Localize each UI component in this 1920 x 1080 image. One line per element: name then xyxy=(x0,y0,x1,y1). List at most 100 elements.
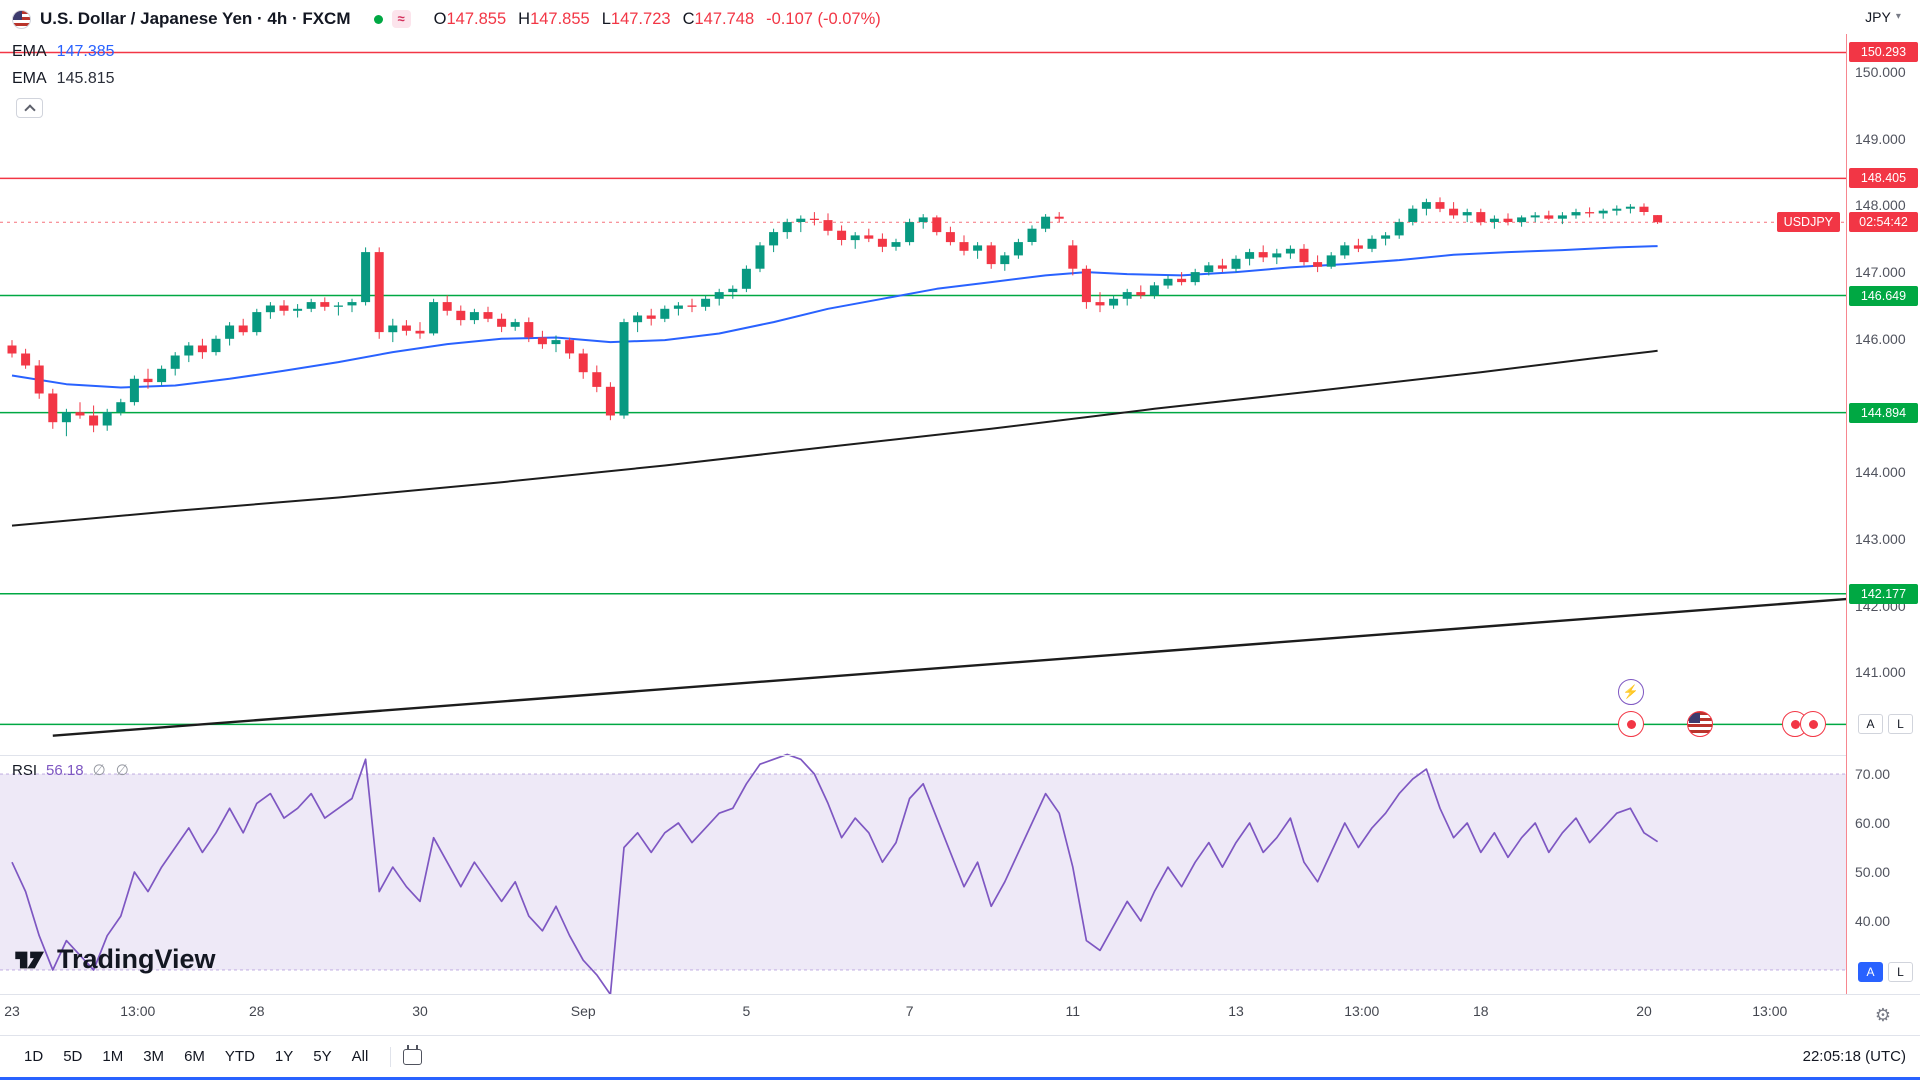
rsi-legend[interactable]: RSI 56.18 ∅ ∅ xyxy=(12,761,132,780)
rsi-tick: 50.00 xyxy=(1855,864,1891,880)
range-button-3m[interactable]: 3M xyxy=(143,1048,165,1065)
ohlc-high: H147.855 xyxy=(518,10,590,29)
close-label: C xyxy=(682,9,695,28)
event-dot xyxy=(1626,719,1636,729)
price-tick: 144.000 xyxy=(1855,464,1906,481)
toolbar-divider xyxy=(390,1046,392,1067)
time-axis-separator xyxy=(0,994,1920,995)
time-label: 20 xyxy=(1636,1003,1652,1019)
date-range-switcher: 1D 5D 1M 3M 6M YTD 1Y 5Y All xyxy=(14,1044,378,1069)
high-value: 147.855 xyxy=(530,9,590,28)
rsi-tick: 40.00 xyxy=(1855,913,1891,929)
toolbar-separator xyxy=(0,1035,1920,1036)
event-marker-icon[interactable] xyxy=(1800,711,1826,737)
low-value: 147.723 xyxy=(610,9,671,28)
delayed-data-icon[interactable]: ≈ xyxy=(391,10,411,28)
price-badge: 144.894 xyxy=(1849,402,1918,423)
collapse-legend-button[interactable] xyxy=(16,98,43,118)
range-button-ytd[interactable]: YTD xyxy=(224,1048,255,1065)
price-badge: 146.649 xyxy=(1849,285,1918,306)
currency-selector[interactable]: JPY ▾ xyxy=(1846,0,1920,33)
rsi-label: RSI xyxy=(12,761,38,779)
price-tick: 150.000 xyxy=(1855,64,1906,80)
rsi-tick: 60.00 xyxy=(1855,815,1891,831)
tradingview-watermark: TradingView xyxy=(15,944,216,975)
price-badge: 02:54:42 xyxy=(1849,212,1918,233)
ohlc-close: C147.748 xyxy=(683,10,755,29)
rsi-log-scale-button[interactable]: L xyxy=(1888,962,1913,982)
range-button-1d[interactable]: 1D xyxy=(24,1048,44,1065)
gear-icon[interactable]: ⚙ xyxy=(1874,1004,1892,1025)
watermark-text: TradingView xyxy=(57,944,216,974)
price-badge: 150.293 xyxy=(1849,42,1918,63)
ema-legend-fast[interactable]: EMA 147.385 xyxy=(12,38,115,65)
rsi-value: 56.18 xyxy=(46,761,84,779)
time-label: 5 xyxy=(742,1003,751,1019)
time-label: 30 xyxy=(412,1003,428,1019)
lightning-event-icon[interactable]: ⚡ xyxy=(1618,679,1644,705)
price-badge: 148.405 xyxy=(1849,168,1918,189)
open-label: O xyxy=(433,9,447,28)
ema-fast-label: EMA xyxy=(12,42,47,60)
time-label: 13:00 xyxy=(1344,1003,1380,1019)
symbol-price-label: USDJPY xyxy=(1776,212,1840,233)
ohlc-low: L147.723 xyxy=(602,10,671,29)
bottom-toolbar: 1D 5D 1M 3M 6M YTD 1Y 5Y All 22:05:18 (UTC) xyxy=(0,1036,1920,1077)
chevron-up-icon xyxy=(23,104,36,116)
market-status-icon[interactable] xyxy=(373,14,383,24)
range-button-5y[interactable]: 5Y xyxy=(313,1048,332,1065)
price-tick: 146.000 xyxy=(1855,330,1906,347)
event-dot xyxy=(1790,719,1800,729)
axis-corner: ⚙ xyxy=(1846,995,1920,1035)
ohlc-open: O147.855 xyxy=(434,10,507,29)
time-label: 13:00 xyxy=(1752,1003,1788,1019)
time-label: 7 xyxy=(905,1003,914,1019)
high-label: H xyxy=(518,9,531,28)
change-value: -0.107 (-0.07%) xyxy=(766,9,881,28)
range-button-1y[interactable]: 1Y xyxy=(274,1048,294,1065)
price-tick: 148.000 xyxy=(1855,197,1906,214)
range-button-6m[interactable]: 6M xyxy=(184,1048,205,1065)
price-axis[interactable]: A L A L 150.000 149.000 148.000 147.000 146.… xyxy=(1846,34,1920,994)
time-axis[interactable]: 23 13:00 28 30 Sep 5 7 11 13 13:00 18 20 13:00 xyxy=(0,995,1846,1035)
open-value: 147.855 xyxy=(446,9,507,28)
ema-slow-value: 145.815 xyxy=(56,69,115,87)
symbol-title[interactable]: U.S. Dollar / Japanese Yen · 4h · FXCM xyxy=(40,9,351,28)
low-label: L xyxy=(601,9,611,28)
rsi-tick: 70.00 xyxy=(1855,766,1891,782)
us-flag-event-icon[interactable] xyxy=(1687,711,1713,737)
pane-separator[interactable] xyxy=(0,755,1846,756)
time-label: 23 xyxy=(4,1003,20,1019)
auto-scale-button[interactable]: A xyxy=(1858,714,1883,734)
chevron-down-icon: ▾ xyxy=(1895,11,1901,22)
currency-label: JPY xyxy=(1865,8,1891,25)
indicator-legend: EMA 147.385 EMA 145.815 xyxy=(12,38,115,118)
event-marker-icon[interactable] xyxy=(1618,711,1644,737)
time-label: 13 xyxy=(1228,1003,1244,1019)
log-scale-button[interactable]: L xyxy=(1888,714,1913,734)
ema-slow-label: EMA xyxy=(12,69,47,87)
price-tick: 143.000 xyxy=(1855,530,1906,547)
time-label: 13:00 xyxy=(120,1003,156,1019)
time-label: 11 xyxy=(1065,1003,1081,1019)
chart-canvas[interactable] xyxy=(0,0,1846,994)
instrument-logo-icon xyxy=(12,9,31,29)
price-tick: 141.000 xyxy=(1855,664,1906,681)
time-label: 18 xyxy=(1473,1003,1489,1019)
event-dot xyxy=(1808,719,1818,729)
bottom-accent-bar xyxy=(0,1077,1920,1080)
go-to-date-icon[interactable] xyxy=(403,1044,423,1065)
range-button-1m[interactable]: 1M xyxy=(102,1048,124,1065)
utc-clock[interactable]: 22:05:18 (UTC) xyxy=(1802,1048,1906,1065)
lightning-glyph: ⚡ xyxy=(1622,684,1640,699)
ema-legend-slow[interactable]: EMA 145.815 xyxy=(12,65,115,92)
range-button-5d[interactable]: 5D xyxy=(63,1048,83,1065)
ema-fast-value: 147.385 xyxy=(56,42,115,60)
time-label: 28 xyxy=(249,1003,265,1019)
price-tick: 147.000 xyxy=(1855,264,1906,281)
rsi-auto-scale-button[interactable]: A xyxy=(1858,962,1883,982)
ohlc-readout: O147.855 H147.855 L147.723 C147.748 -0.1… xyxy=(434,10,881,29)
range-button-all[interactable]: All xyxy=(351,1048,369,1065)
price-tick: 149.000 xyxy=(1855,130,1906,147)
